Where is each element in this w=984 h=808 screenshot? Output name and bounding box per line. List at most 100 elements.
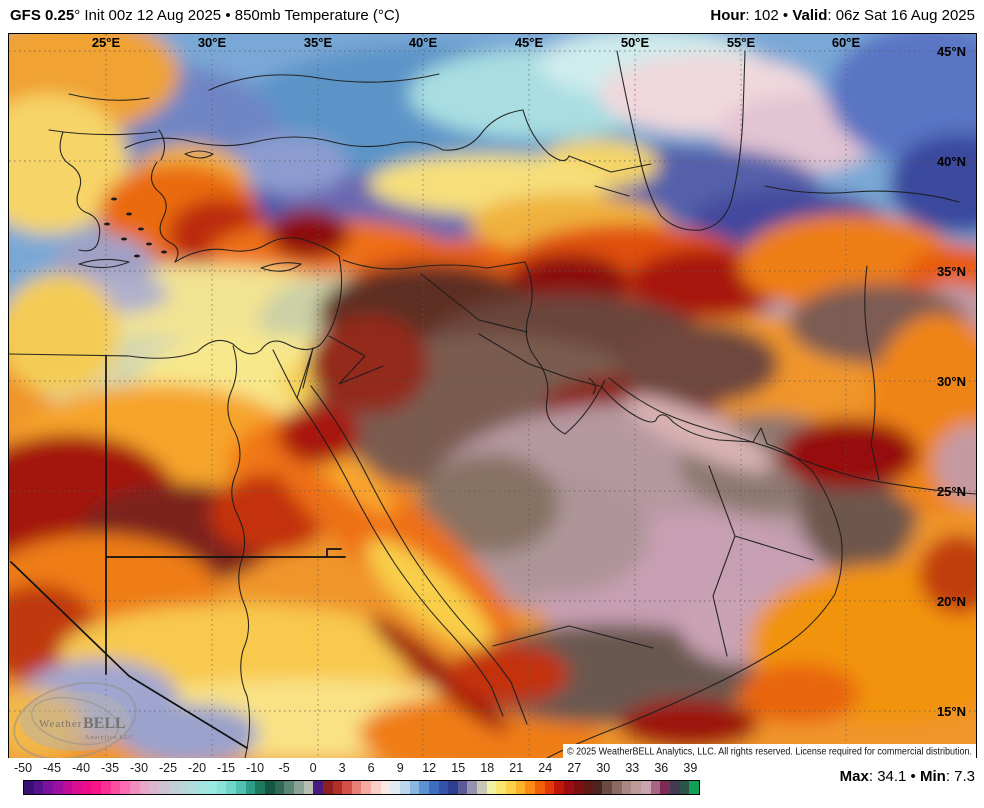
colorbar-tick: 9 (396, 761, 404, 775)
aegean-islands (104, 197, 167, 258)
colorbar-segment (650, 781, 661, 794)
colorbar-tick-labels: -50 -45 -40 -35 -30 -25 -20 -15 -10 -5 0 3 6 9 12 15 18 2… (14, 761, 700, 777)
colorbar-segment (438, 781, 449, 794)
colorbar-tick: -30 (130, 761, 149, 775)
min-value: : 7.3 (945, 768, 975, 785)
latitude-label: 40°N (937, 154, 966, 169)
latitude-label: 20°N (937, 594, 966, 609)
max-min-readout: Max: 34.1 • Min: 7.3 (840, 768, 975, 785)
colorbar-segment (689, 781, 699, 794)
colorbar-tick: -10 (246, 761, 265, 775)
colorbar-tick: 39 (683, 761, 698, 775)
copyright-strip: © 2025 WeatherBELL Analytics, LLC. All r… (563, 744, 976, 758)
colorbar-segment (621, 781, 632, 794)
colorbar-tick: -5 (278, 761, 290, 775)
colorbar-segment (525, 781, 535, 794)
map-canvas: 25°E 30°E 35°E 40°E 45°E 50°E 55°E 60°E 45°N 40°N… (8, 33, 977, 759)
colorbar-segment (419, 781, 429, 794)
model-name: GFS 0.25 (10, 7, 75, 24)
valid-label: Valid (792, 7, 828, 24)
colorbar-segment (602, 781, 613, 794)
colorbar-segment (43, 781, 53, 794)
colorbar-tick: 18 (480, 761, 495, 775)
colorbar-segment (342, 781, 352, 794)
coordinate-labels: 25°E 30°E 35°E 40°E 45°E 50°E 55°E 60°E 45°N 40°N… (92, 35, 966, 719)
max-label: Max (839, 768, 869, 785)
colorbar-segment (448, 781, 458, 794)
latitude-label: 25°N (937, 484, 966, 499)
colorbar-segment (641, 781, 651, 794)
colorbar-tick: 0 (309, 761, 317, 775)
colorbar-segment (139, 781, 150, 794)
footer-bar: -50 -45 -40 -35 -30 -25 -20 -15 -10 -5 0 3 6 9 12 15 18 2… (0, 758, 984, 808)
colorbar-segment (592, 781, 603, 794)
swirl-icon (13, 681, 137, 758)
colorbar-segment (216, 781, 227, 794)
watermark-sub: Analytics LLC (85, 735, 134, 741)
colorbar-tick: 24 (538, 761, 553, 775)
colorbar-segment (24, 781, 34, 794)
longitude-label: 25°E (92, 35, 121, 50)
colorbar-segment (187, 781, 198, 794)
latitude-label: 15°N (937, 704, 966, 719)
colorbar-segment (409, 781, 420, 794)
colorbar-segment (274, 781, 285, 794)
colorbar-segment (33, 781, 44, 794)
colorbar: -50 -45 -40 -35 -30 -25 -20 -15 -10 -5 0 3 6 9 12 15 18 2… (14, 758, 700, 808)
colorbar-segment (62, 781, 73, 794)
colorbar-segment (371, 781, 381, 794)
graticule-grid (9, 34, 976, 758)
colorbar-tick: 21 (509, 761, 524, 775)
colorbar-segment (120, 781, 131, 794)
colorbar-segment (399, 781, 410, 794)
colorbar-segment (361, 781, 372, 794)
colorbar-tick: -25 (159, 761, 178, 775)
colorbar-segment (303, 781, 314, 794)
colorbar-segment (380, 781, 391, 794)
colorbar-segment (265, 781, 275, 794)
colorbar-segment (573, 781, 584, 794)
latitude-label: 30°N (937, 374, 966, 389)
longitude-label: 45°E (515, 35, 544, 50)
colorbar-segment (669, 781, 680, 794)
colorbar-segment (534, 781, 545, 794)
colorbar-segment (506, 781, 516, 794)
colorbar-segment (168, 781, 179, 794)
colorbar-segment (631, 781, 641, 794)
weatherbell-watermark: Weather BELL Analytics LLC (13, 681, 137, 758)
valid-time-info: Hour: 102 • Valid: 06z Sat 16 Aug 2025 (710, 7, 975, 24)
colorbar-segment (467, 781, 478, 794)
longitude-label: 50°E (621, 35, 650, 50)
colorbar-segment (496, 781, 507, 794)
colorbar-tick: -50 (13, 761, 33, 775)
colorbar-segment (612, 781, 622, 794)
longitude-label: 30°E (198, 35, 227, 50)
colorbar-segment (81, 781, 92, 794)
longitude-label: 35°E (304, 35, 333, 50)
colorbar-tick: -35 (100, 761, 120, 775)
colorbar-segment (52, 781, 63, 794)
latitude-label: 45°N (937, 44, 966, 59)
latitude-label: 35°N (937, 264, 966, 279)
colorbar-segment (293, 781, 304, 794)
longitude-label: 40°E (409, 35, 438, 50)
model-init-info: ° Init 00z 12 Aug 2025 • 850mb Temperatu… (74, 7, 400, 24)
colorbar-segment (72, 781, 82, 794)
colorbar-tick: 15 (451, 761, 466, 775)
colorbar-segment (207, 781, 217, 794)
colorbar-segment (226, 781, 237, 794)
model-title: GFS 0.25° Init 00z 12 Aug 2025 • 850mb T… (10, 7, 400, 24)
temperature-map: 25°E 30°E 35°E 40°E 45°E 50°E 55°E 60°E 45°N 40°N… (9, 34, 976, 758)
colorbar-segment (110, 781, 121, 794)
temperature-field (9, 34, 976, 758)
header-separator: • (778, 7, 793, 24)
colorbar-segment (178, 781, 188, 794)
colorbar-segment (332, 781, 343, 794)
colorbar-segment (284, 781, 294, 794)
colorbar-segment (322, 781, 333, 794)
hour-label: Hour (710, 7, 746, 24)
colorbar-segment (236, 781, 246, 794)
colorbar-segment (563, 781, 574, 794)
colorbar-segment (313, 781, 323, 794)
